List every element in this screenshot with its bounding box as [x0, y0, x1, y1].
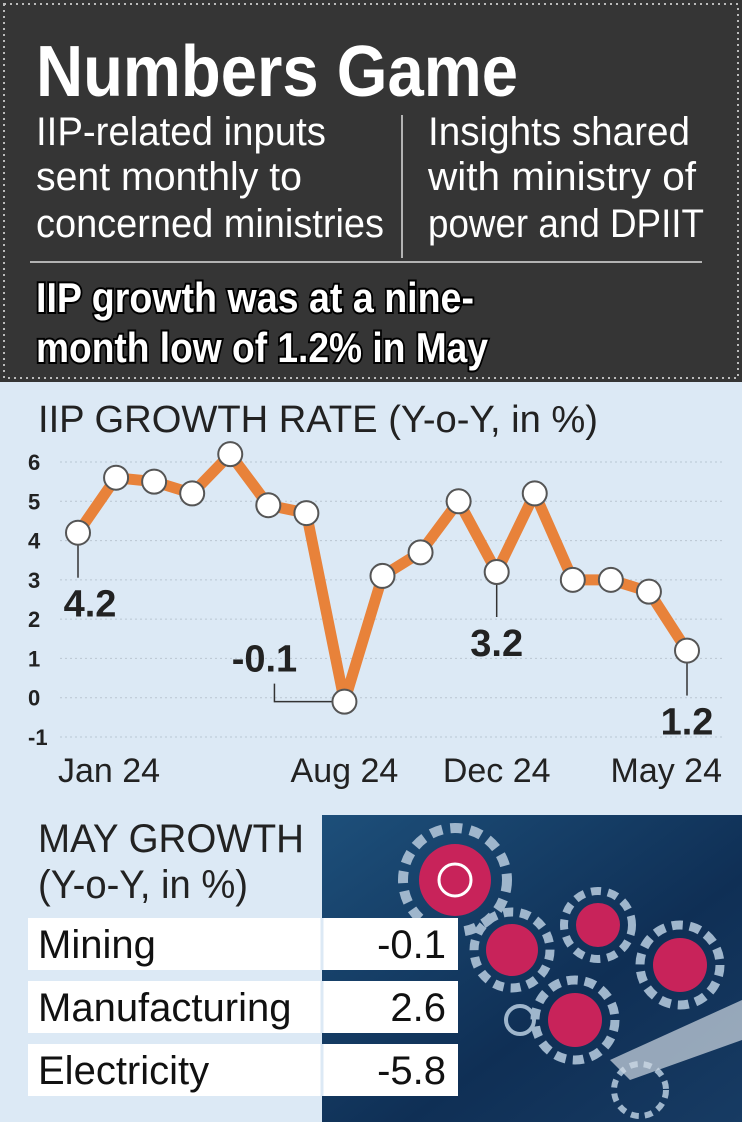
chart: -1 0 1 2 3 4 5 6 4.2 -0.1 3.2 1.2 Jan 24 Aug 24 Dec 24…: [28, 441, 723, 790]
header-left-line: sent monthly to: [36, 155, 302, 199]
header-border: [3, 3, 739, 379]
header-left-line: concerned ministries: [36, 202, 384, 246]
point-marker: [483, 559, 510, 585]
header-right-line: power and DPIIT: [428, 202, 704, 246]
header-left-line: IIP-related inputs: [36, 110, 326, 154]
table-title: (Y-o-Y, in %): [38, 863, 248, 907]
header-right-line: Insights shared: [428, 110, 690, 154]
chart-title: IIP GROWTH RATE (Y-o-Y, in %): [38, 399, 598, 441]
row-value: -0.1: [377, 923, 446, 967]
point-marker: [521, 480, 548, 507]
point-marker: [141, 468, 168, 495]
x-tick-label: Jan 24: [58, 752, 160, 790]
point-marker: [369, 562, 396, 589]
header-highlight: IIP growth was at a nine-: [36, 274, 474, 321]
row-value: 2.6: [390, 986, 446, 1030]
header-title: Numbers Game: [36, 32, 518, 112]
point-marker: [293, 500, 320, 527]
header-highlight: month low of 1.2% in May: [36, 324, 489, 371]
row-value: -5.8: [377, 1049, 446, 1093]
row-label: Manufacturing: [38, 986, 291, 1030]
data-label: 3.2: [470, 623, 523, 665]
x-tick-label: May 24: [611, 752, 723, 790]
y-tick-label: 3: [28, 568, 40, 593]
y-tick-label: 4: [28, 529, 41, 554]
table-row: [28, 1044, 458, 1096]
table-title: MAY GROWTH: [38, 817, 304, 861]
point-marker: [445, 488, 472, 515]
point-marker: [331, 688, 358, 715]
leader-line: [273, 683, 345, 703]
row-label: Electricity: [38, 1049, 209, 1093]
point-marker: [179, 480, 206, 507]
point-marker: [255, 492, 282, 519]
point-marker: [407, 539, 434, 566]
y-tick-label: 6: [28, 450, 40, 475]
table-row: [28, 981, 458, 1033]
point-marker: [217, 441, 244, 468]
point-marker: [597, 566, 624, 593]
y-tick-label: 1: [28, 646, 40, 671]
x-tick-label: Aug 24: [291, 752, 399, 790]
data-label: 4.2: [64, 584, 117, 626]
y-tick-label: -1: [28, 725, 48, 750]
point-marker: [674, 637, 700, 664]
data-label: -0.1: [232, 639, 297, 681]
point-marker: [103, 464, 130, 491]
table-row: [28, 918, 458, 970]
x-tick-label: Dec 24: [443, 752, 551, 790]
y-tick-label: 2: [28, 607, 40, 632]
point-marker: [65, 519, 91, 546]
y-tick-label: 0: [28, 686, 40, 711]
row-label: Mining: [38, 923, 156, 967]
point-marker: [559, 566, 586, 593]
header-right-line: with ministry of: [427, 155, 697, 199]
point-marker: [635, 578, 662, 605]
table: Mining -0.1 Manufacturing 2.6 Electricity -5.…: [28, 918, 458, 1096]
header-panel: [0, 0, 742, 382]
y-tick-label: 5: [28, 489, 40, 514]
data-label: 1.2: [661, 702, 714, 744]
